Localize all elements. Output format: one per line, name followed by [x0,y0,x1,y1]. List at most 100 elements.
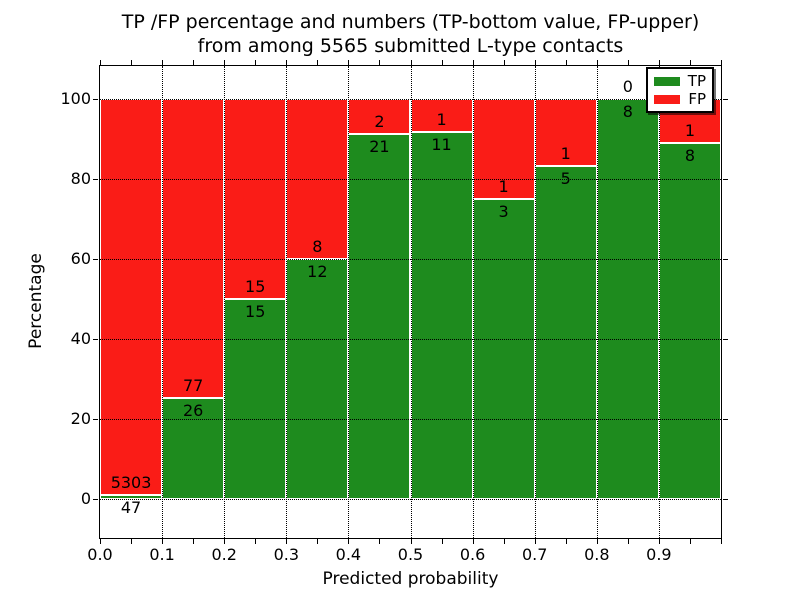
tp-count-label: 12 [307,262,328,281]
x-tick-mark [348,539,350,544]
tp-count-label: 3 [498,202,509,221]
fp-count-label: 0 [622,77,633,96]
x-tick-mark [379,60,381,65]
x-tick-mark [286,60,288,65]
tp-count-label: 5 [560,168,571,188]
x-tick-mark [472,60,474,65]
x-tick-mark [503,539,505,544]
y-tick-mark [723,339,728,340]
bar-fp-segment [100,99,163,496]
y-tick-mark [723,179,728,180]
tp-count-label: 11 [431,135,452,155]
y-tick-mark [723,419,728,420]
gridline-vertical [224,66,226,538]
chart-title-line2: from among 5565 submitted L-type contact… [197,35,624,57]
x-axis-label: Predicted probability [322,569,499,589]
x-tick-mark [721,60,722,65]
tp-count-label: 8 [684,146,696,166]
legend-item-fp: FP [654,91,706,107]
tp-color-swatch [654,76,680,86]
x-tick-label: 0.3 [273,545,300,564]
y-tick-mark [93,419,98,420]
y-tick-label: 100 [60,89,91,108]
x-tick-mark [658,539,660,544]
x-tick-mark [441,539,443,544]
x-tick-mark [627,60,629,65]
legend-label-fp: FP [688,90,706,108]
y-tick-mark [93,499,98,500]
y-tick-label: 60 [70,249,91,268]
x-tick-mark [627,539,629,544]
gridline-vertical [162,66,164,538]
tp-count-label: 8 [622,102,633,121]
bar-tp-segment [162,398,225,499]
x-tick-label: 0.1 [149,545,175,564]
bar-fp-segment [162,99,225,399]
legend-item-tp: TP [654,73,706,89]
x-tick-mark [596,539,598,544]
fp-count-label: 1 [560,143,571,163]
x-tick-mark [255,539,257,544]
x-tick-mark [596,60,598,65]
bar-tp-segment [534,165,597,499]
bar-fp-segment [534,99,597,166]
plot-area: 5303 47 77 26 15 15 8 12 2 21 1 11 1 3 1 5 0 8 1 8 TP FP [99,65,722,539]
x-tick-label: 0.5 [397,545,424,564]
x-tick-mark [131,60,133,65]
bar-tp-segment [472,199,535,499]
y-tick-label: 0 [80,489,91,508]
y-tick-mark [93,339,98,340]
x-tick-mark [689,539,691,544]
x-tick-label: 0.9 [646,545,672,564]
bar-fp-segment [224,99,287,299]
y-tick-label: 20 [70,409,91,428]
bar-fp-segment [410,99,473,133]
fp-count-label: 5303 [110,473,152,493]
x-tick-label: 0.6 [459,545,486,564]
x-tick-label: 0.7 [521,545,548,564]
x-tick-mark [565,539,567,544]
x-tick-label: 0.0 [87,545,113,564]
x-tick-mark [658,60,660,65]
x-tick-mark [410,539,412,544]
gridline-vertical [348,66,350,538]
x-tick-mark [100,539,101,544]
chart-title: TP /FP percentage and numbers (TP-bottom… [99,10,722,58]
gridline-vertical [472,66,474,538]
x-tick-mark [100,60,101,65]
x-tick-mark [410,60,412,65]
gridline-vertical [658,66,660,538]
x-tick-mark [534,60,536,65]
legend-label-tp: TP [687,72,706,90]
x-tick-mark [224,539,226,544]
gridline-vertical [596,66,598,538]
y-tick-mark [93,179,98,180]
x-tick-mark [131,539,133,544]
y-tick-mark [93,99,98,100]
gridline-vertical [410,66,412,538]
x-tick-mark [721,539,722,544]
x-tick-mark [348,60,350,65]
x-tick-mark [472,539,474,544]
x-tick-mark [503,60,505,65]
x-tick-mark [286,539,288,544]
x-tick-mark [162,539,164,544]
tp-count-label: 26 [182,401,204,421]
x-tick-mark [224,60,226,65]
x-tick-label: 0.4 [335,545,362,564]
x-tick-mark [689,60,691,65]
fp-color-swatch [654,94,680,104]
fp-count-label: 15 [245,277,266,296]
x-tick-mark [534,539,536,544]
y-tick-mark [723,499,728,500]
fp-count-label: 8 [312,237,323,256]
bar-tp-segment [658,143,721,499]
tp-count-label: 47 [120,498,142,518]
x-tick-mark [565,60,567,65]
bar-tp-segment [596,99,659,499]
bar-tp-segment [286,259,349,499]
bar-tp-segment [224,299,287,499]
x-tick-mark [441,60,443,65]
y-tick-label: 80 [70,169,91,188]
